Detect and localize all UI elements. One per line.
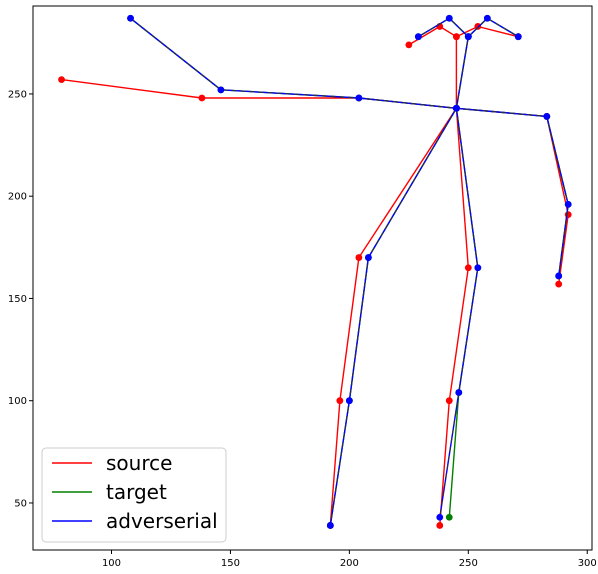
series-point-source: [474, 23, 482, 30]
y-axis: 50 100 150 200 250: [8, 89, 33, 509]
series-point-target: [445, 513, 453, 521]
legend-label-target: target: [106, 480, 167, 504]
series-line-source: [439, 108, 469, 526]
series-point-adverserial: [564, 200, 572, 208]
series-line-adverserial: [439, 108, 479, 518]
axes-frame: [32, 5, 593, 551]
series-point-adverserial: [514, 33, 522, 41]
series-point-source: [464, 264, 472, 272]
legend-label-adverserial: adverserial: [106, 509, 218, 533]
x-tick-label: 200: [340, 558, 359, 569]
x-tick-label: 150: [221, 558, 240, 569]
series-point-adverserial: [464, 33, 472, 41]
series-point-source: [198, 94, 206, 102]
series-point-adverserial: [474, 264, 482, 272]
y-tick-label: 50: [14, 498, 27, 509]
series-point-adverserial: [453, 104, 460, 112]
series-point-source: [355, 254, 363, 261]
series-point-adverserial: [365, 254, 372, 261]
plot-marks: [58, 14, 572, 529]
y-tick-label: 250: [8, 89, 27, 100]
series-point-adverserial: [555, 272, 563, 280]
x-tick-label: 250: [459, 558, 478, 569]
series-point-adverserial: [127, 14, 134, 22]
legend-box: [41, 447, 227, 543]
series-point-source: [555, 280, 563, 288]
series-dash-adverserial: [329, 108, 457, 526]
series-point-adverserial: [345, 397, 353, 405]
series-point-adverserial: [445, 14, 453, 22]
series-point-adverserial: [217, 86, 225, 94]
series-point-adverserial: [455, 389, 463, 396]
series-point-adverserial: [543, 113, 551, 120]
series-adverserial: [127, 14, 572, 529]
series-point-adverserial: [355, 94, 363, 102]
series-point-source: [405, 41, 413, 49]
series-point-source: [336, 397, 344, 405]
series-point-adverserial: [326, 522, 334, 529]
legend: source target adverserial: [41, 447, 227, 543]
legend-label-source: source: [106, 451, 172, 475]
series-point-source: [445, 397, 453, 405]
series-point-source: [436, 522, 444, 529]
series-point-source: [453, 33, 460, 41]
x-axis: 100 150 200 250 300: [102, 550, 597, 569]
series-point-adverserial: [436, 513, 444, 521]
y-tick-label: 200: [8, 192, 27, 203]
x-tick-label: 300: [578, 558, 597, 569]
y-tick-label: 150: [8, 294, 27, 305]
series-point-source: [58, 76, 65, 84]
series-dash-adverserial: [418, 17, 469, 109]
series-line-source: [408, 25, 458, 109]
series-line-source: [329, 107, 457, 526]
x-tick-label: 100: [102, 558, 121, 569]
y-tick-label: 100: [8, 396, 27, 407]
series-point-adverserial: [483, 14, 491, 22]
series-point-adverserial: [414, 33, 422, 41]
